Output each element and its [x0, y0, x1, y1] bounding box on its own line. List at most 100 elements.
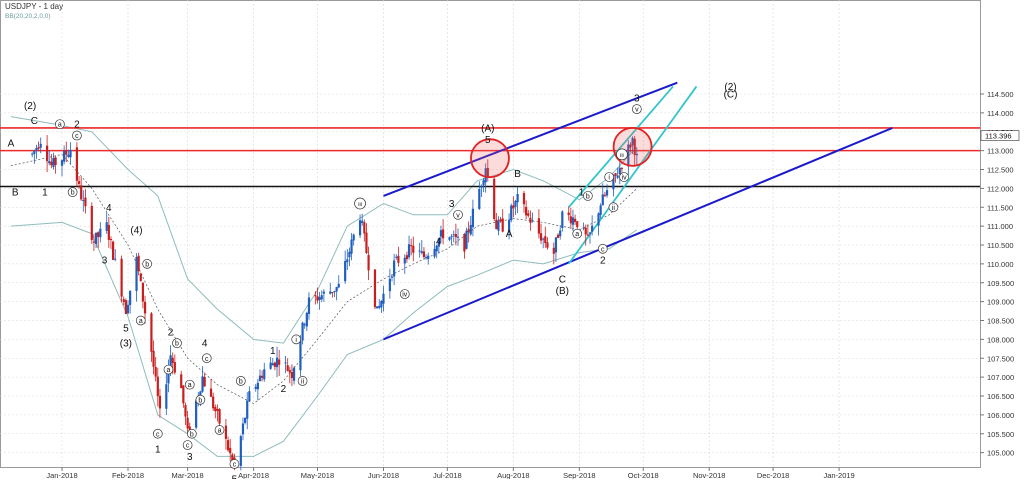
- wave-label: 1: [579, 188, 585, 199]
- candle-body: [156, 376, 159, 397]
- y-tick-label: 114.500: [987, 90, 1014, 99]
- candle-body: [527, 213, 530, 216]
- candle-body: [631, 137, 634, 146]
- candle-body: [544, 236, 547, 244]
- wave-label-circle: [631, 104, 642, 114]
- candle-body: [331, 292, 334, 294]
- candle-body: [329, 291, 332, 294]
- highlight-circle: [612, 126, 653, 167]
- wave-label-circle: [172, 338, 182, 348]
- wave-label: (4): [130, 225, 142, 236]
- x-tick-label: Jul-2018: [433, 471, 462, 479]
- candle-body: [31, 153, 34, 155]
- candle-body: [186, 417, 189, 429]
- candle-body: [350, 239, 353, 254]
- x-tick-label: Apr-2018: [238, 471, 269, 479]
- wave-label: v: [456, 212, 460, 219]
- candle-body: [510, 205, 513, 221]
- y-tick-label: 114.000: [987, 109, 1014, 118]
- wave-label-circle: [163, 364, 174, 375]
- candle-body: [124, 300, 127, 314]
- wave-label-circle: [195, 394, 206, 405]
- wave-label-circle: [297, 376, 308, 386]
- candle-body: [167, 367, 170, 384]
- candle-body: [501, 218, 504, 232]
- candle-body: [199, 391, 202, 398]
- y-tick-label: 105.000: [987, 449, 1014, 458]
- candle-body: [484, 168, 487, 183]
- wave-label: C: [559, 274, 566, 285]
- y-tick-label: 107.000: [987, 373, 1014, 382]
- candle-body: [493, 178, 496, 220]
- wave-label: 3: [102, 256, 108, 267]
- candle-body: [214, 407, 217, 412]
- wave-label: b: [586, 193, 590, 200]
- candle-body: [45, 145, 49, 162]
- x-tick-label: Sep-2018: [563, 471, 596, 479]
- candle-body: [137, 255, 140, 272]
- candle-body: [35, 148, 38, 151]
- candle-body: [60, 160, 64, 166]
- candle-body: [239, 436, 242, 466]
- candle-body: [629, 144, 632, 148]
- candle-body: [126, 304, 130, 314]
- candle-body: [571, 217, 575, 225]
- candle-body: [65, 150, 68, 155]
- wave-label: (3): [120, 339, 132, 350]
- wave-label: 3: [449, 199, 455, 210]
- candle-body: [567, 212, 570, 216]
- wave-label-circle: [67, 187, 78, 197]
- candle-body: [316, 296, 319, 301]
- candle-body: [480, 186, 483, 188]
- x-tick-label: Dec-2018: [757, 471, 790, 479]
- wave-label: A: [8, 139, 15, 150]
- candle-body: [39, 143, 42, 148]
- candle-body: [582, 227, 585, 229]
- wave-label-circle: [55, 119, 65, 130]
- candle-body: [407, 244, 411, 258]
- candle-body: [184, 405, 187, 417]
- candle-body: [69, 149, 72, 158]
- candle-body: [314, 295, 317, 297]
- candle-body: [256, 382, 259, 390]
- wave-label: (2): [724, 82, 736, 93]
- candle-body: [54, 157, 57, 165]
- candle-body: [635, 153, 638, 156]
- candle-body: [90, 205, 93, 240]
- candle-body: [152, 350, 155, 367]
- wave-label: 4: [436, 237, 442, 248]
- x-tick-label: Feb-2018: [112, 471, 144, 479]
- candle-body: [358, 220, 362, 236]
- y-tick-label: 109.500: [987, 279, 1014, 288]
- candle-body: [344, 261, 347, 282]
- x-tick-label: Jan-2018: [46, 471, 77, 479]
- wave-label: (C): [724, 90, 738, 101]
- candle-body: [512, 205, 515, 209]
- candle-body: [486, 167, 489, 178]
- candle-body: [365, 232, 368, 253]
- candle-body: [422, 251, 426, 258]
- plot-frame: [0, 0, 981, 468]
- candle-body: [346, 259, 349, 263]
- wave-label: i: [295, 337, 297, 344]
- wave-label-circle: [608, 202, 619, 213]
- wave-label: 1: [42, 188, 48, 199]
- wave-label: (B): [556, 286, 569, 297]
- candle-body: [405, 255, 409, 260]
- wave-label-circle: [72, 130, 82, 141]
- candle-body: [586, 234, 589, 236]
- x-tick-label: Mar-2018: [172, 471, 204, 479]
- inner-channel-line: [568, 85, 674, 208]
- candle-body: [129, 290, 132, 305]
- wave-label: B: [514, 169, 521, 180]
- wave-label: c: [156, 431, 160, 438]
- wave-label: 2: [281, 384, 287, 395]
- candle-body: [231, 454, 234, 461]
- candle-body: [525, 206, 528, 216]
- wave-label: a: [188, 382, 192, 389]
- wave-label: ii: [612, 205, 616, 212]
- candle-body: [335, 286, 338, 292]
- candle-body: [552, 247, 555, 254]
- candle-body: [201, 376, 204, 392]
